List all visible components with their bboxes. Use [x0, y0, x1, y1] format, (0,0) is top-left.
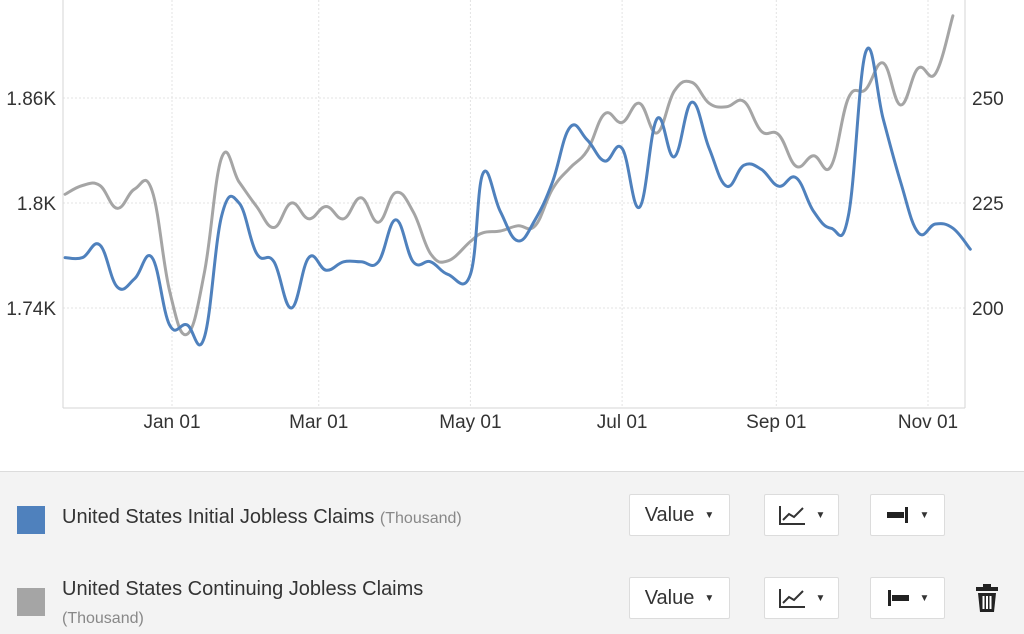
x-tick-label: Mar 01	[289, 412, 348, 433]
caret-down-icon: ▼	[815, 509, 826, 521]
line-chart-icon	[778, 506, 805, 525]
value-dropdown[interactable]: Value ▼	[629, 577, 730, 619]
chart-type-dropdown[interactable]: ▼	[764, 577, 839, 619]
caret-down-icon: ▼	[919, 509, 930, 521]
x-tick-label: Jul 01	[597, 412, 648, 433]
y-right-tick-label: 200	[972, 299, 1004, 320]
value-dropdown[interactable]: Value ▼	[629, 494, 730, 536]
axis-dropdown[interactable]: ▼	[870, 577, 945, 619]
value-dropdown-label: Value	[644, 586, 695, 609]
y-left-tick-label: 1.74K	[6, 299, 56, 320]
axis-right-icon	[886, 507, 908, 523]
series-label: United States Initial Jobless Claims (Th…	[62, 506, 462, 529]
chart-type-dropdown[interactable]: ▼	[764, 494, 839, 536]
trash-icon[interactable]	[975, 583, 999, 613]
series-line-continuing-claims	[63, 14, 955, 337]
line-chart: 1.86K 1.8K 1.74K 250 225 200 Jan 01 Mar 01 May 0…	[6, 0, 1004, 433]
series-line-initial-claims	[63, 46, 972, 347]
series-name: United States Continuing Jobless Claims	[62, 578, 424, 600]
y-right-tick-label: 250	[972, 89, 1004, 110]
series-color-swatch[interactable]	[17, 506, 45, 534]
axis-dropdown[interactable]: ▼	[870, 494, 945, 536]
chart-area: 1.86K 1.8K 1.74K 250 225 200 Jan 01 Mar 01 May 0…	[6, 0, 1004, 433]
series-unit: (Thousand)	[62, 610, 144, 627]
y-left-tick-label: 1.8K	[17, 194, 56, 215]
axis-left-icon	[887, 590, 909, 606]
caret-down-icon: ▼	[704, 592, 715, 604]
legend-row-initial-claims: United States Initial Jobless Claims (Th…	[0, 472, 1024, 557]
y-left-tick-label: 1.86K	[6, 89, 56, 110]
legend-row-continuing-claims: United States Continuing Jobless Claims …	[0, 557, 1024, 634]
series-name: United States Initial Jobless Claims	[62, 506, 375, 528]
line-chart-icon	[778, 589, 805, 608]
x-tick-label: Nov 01	[898, 412, 958, 433]
value-dropdown-label: Value	[644, 503, 695, 526]
x-tick-label: Sep 01	[746, 412, 806, 433]
series-unit: (Thousand)	[379, 510, 462, 527]
x-tick-label: Jan 01	[143, 412, 200, 433]
y-right-tick-label: 225	[972, 194, 1004, 215]
legend-panel: United States Initial Jobless Claims (Th…	[0, 471, 1024, 634]
caret-down-icon: ▼	[815, 592, 826, 604]
series-color-swatch[interactable]	[17, 588, 45, 616]
series-label: United States Continuing Jobless Claims …	[62, 575, 482, 633]
caret-down-icon: ▼	[919, 592, 930, 604]
x-tick-label: May 01	[439, 412, 501, 433]
caret-down-icon: ▼	[704, 509, 715, 521]
